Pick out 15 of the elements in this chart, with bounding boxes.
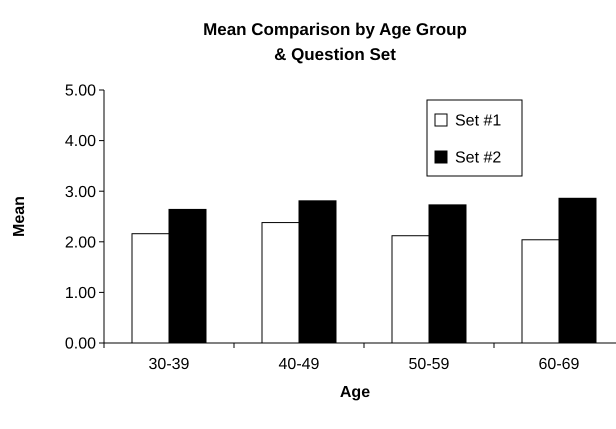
chart-title: Mean Comparison by Age Group & Question Set [203, 20, 467, 64]
x-tick-label: 60-69 [538, 356, 580, 373]
x-axis-title: Age [340, 384, 370, 401]
y-tick-label: 1.00 [64, 285, 96, 302]
legend-label: Set #1 [455, 112, 502, 130]
x-tick-label: 30-39 [148, 356, 190, 373]
y-tick-label: 2.00 [64, 234, 96, 252]
x-tick-label: 50-59 [408, 356, 450, 373]
x-tick-label: 40-49 [278, 356, 320, 373]
legend-label: Set #2 [455, 150, 502, 167]
y-tick-label: 4.00 [64, 133, 96, 150]
y-tick-label: 5.00 [64, 82, 96, 100]
y-tick-label: 3.00 [64, 184, 96, 201]
y-axis-title: Mean [11, 196, 28, 237]
y-tick-label: 0.00 [64, 336, 96, 353]
